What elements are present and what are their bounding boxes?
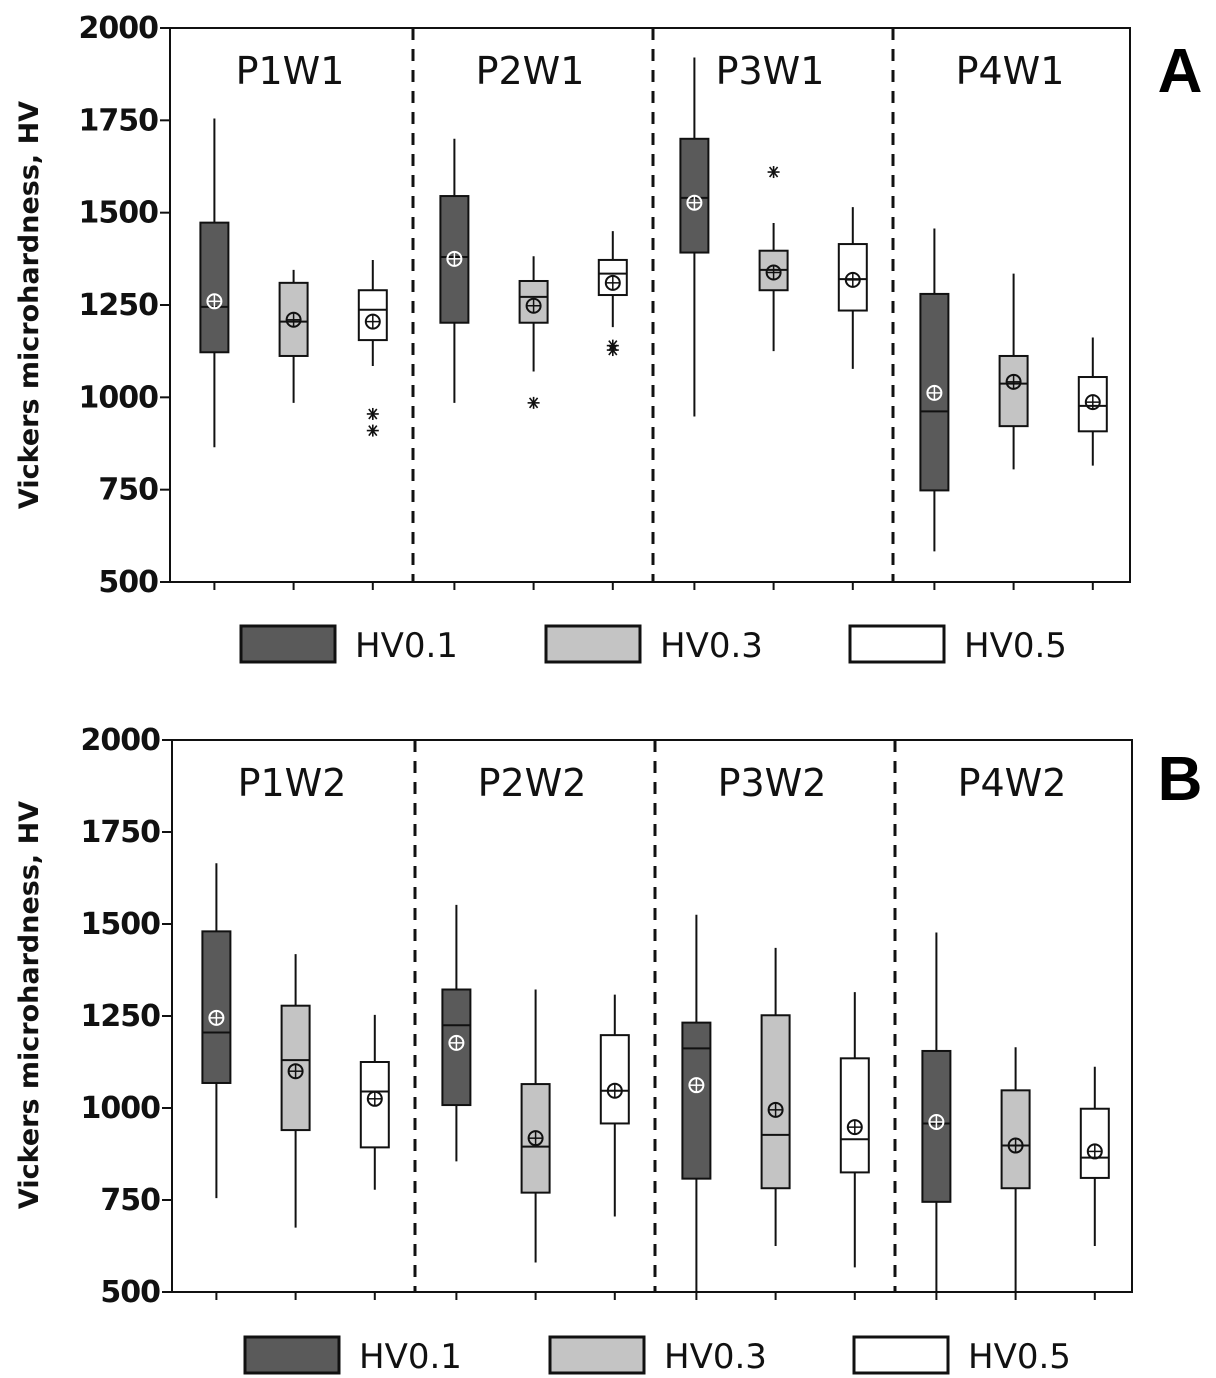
box-P1W1-HV0.1 <box>199 118 230 590</box>
legend-swatch <box>548 1335 646 1375</box>
y-tick-label: 2000 <box>81 723 161 758</box>
box-P1W2-HV0.1 <box>201 863 232 1300</box>
plot-frame <box>169 27 1131 583</box>
y-tick-label: 750 <box>98 473 158 508</box>
box-P2W1-HV0.3 <box>518 256 549 590</box>
box-P1W1-HV0.3 <box>278 269 309 590</box>
box-P4W1-HV0.1 <box>919 228 950 590</box>
outlier <box>527 396 540 409</box>
y-tick-label: 500 <box>98 565 158 600</box>
legend-label: HV0.5 <box>964 626 1067 666</box>
box-P2W2-HV0.5 <box>599 994 630 1300</box>
box-P3W2-HV0.5 <box>839 992 870 1300</box>
y-tick-label: 1500 <box>79 196 159 231</box>
legend: HV0.1 HV0.3 HV0.5 <box>239 624 1067 666</box>
box-iqr <box>760 1014 791 1190</box>
box-P3W2-HV0.1 <box>681 914 712 1300</box>
legend-swatch <box>239 624 337 664</box>
group-label: P2W2 <box>478 761 587 805</box>
box-P4W2-HV0.5 <box>1079 1066 1110 1300</box>
legend-swatch <box>852 1335 950 1375</box>
box-P2W1-HV0.1 <box>439 138 470 590</box>
y-tick-label: 1000 <box>79 380 159 415</box>
group-label: P1W1 <box>236 49 345 93</box>
box-P1W2-HV0.3 <box>280 954 311 1300</box>
group-label: P4W2 <box>958 761 1067 805</box>
legend-label: HV0.3 <box>664 1337 767 1377</box>
box-P3W2-HV0.3 <box>760 947 791 1300</box>
box-P1W1-HV0.5 <box>357 259 388 590</box>
group-label: P2W1 <box>476 49 585 93</box>
box-iqr <box>681 1021 712 1180</box>
box-P3W1-HV0.1 <box>679 57 710 590</box>
outlier <box>606 344 619 357</box>
y-tick-label: 1000 <box>81 1091 161 1126</box>
box-iqr <box>599 1034 630 1125</box>
y-tick-label: 1500 <box>81 907 161 942</box>
group-label: P1W2 <box>238 761 347 805</box>
legend-swatch <box>243 1335 341 1375</box>
box-P4W2-HV0.1 <box>921 932 952 1300</box>
y-tick-label: 1250 <box>81 999 161 1034</box>
box-P1W2-HV0.5 <box>359 1014 390 1300</box>
outlier <box>767 166 780 179</box>
y-axis-title: Vickers microhardness, HV <box>14 801 45 1209</box>
box-iqr <box>201 930 232 1084</box>
group-label: P4W1 <box>956 49 1065 93</box>
group-label: P3W1 <box>716 49 825 93</box>
box-P3W1-HV0.5 <box>837 207 868 590</box>
legend-label: HV0.1 <box>355 626 458 666</box>
box-iqr <box>199 221 230 354</box>
panel-letter: B <box>1158 745 1203 814</box>
panel-A: 500 750 1000 1250 1500 1750 2000 Vickers microh… <box>14 11 1202 666</box>
group-label: P3W2 <box>718 761 827 805</box>
y-tick-label: 500 <box>100 1275 160 1310</box>
box-P3W1-HV0.3 <box>758 166 789 590</box>
plot-frame <box>171 739 1133 1293</box>
outlier <box>366 407 379 420</box>
panel-B: 500 750 1000 1250 1500 1750 2000 Vickers microh… <box>14 723 1202 1377</box>
outlier <box>366 424 379 437</box>
box-P2W1-HV0.5 <box>597 231 628 590</box>
legend-label: HV0.1 <box>359 1337 462 1377</box>
y-tick-label: 1250 <box>79 288 159 323</box>
box-iqr <box>520 1083 551 1194</box>
legend-swatch <box>848 624 946 664</box>
legend-label: HV0.3 <box>660 626 763 666</box>
box-P4W1-HV0.3 <box>998 273 1029 590</box>
legend-swatch <box>544 624 642 664</box>
box-iqr <box>998 354 1029 428</box>
box-P2W2-HV0.1 <box>441 904 472 1300</box>
legend: HV0.1 HV0.3 HV0.5 <box>243 1335 1071 1377</box>
panel-letter: A <box>1158 37 1203 106</box>
y-tick-label: 2000 <box>79 11 159 46</box>
y-tick-label: 750 <box>100 1183 160 1218</box>
box-P4W2-HV0.3 <box>1000 1047 1031 1300</box>
box-iqr <box>839 1057 870 1174</box>
box-P2W2-HV0.3 <box>520 989 551 1300</box>
legend-label: HV0.5 <box>968 1337 1071 1377</box>
y-axis-title: Vickers microhardness, HV <box>14 101 45 509</box>
box-P4W1-HV0.5 <box>1077 337 1108 590</box>
box-iqr <box>1079 1107 1110 1179</box>
y-tick-label: 1750 <box>81 815 161 850</box>
y-tick-label: 1750 <box>79 103 159 138</box>
